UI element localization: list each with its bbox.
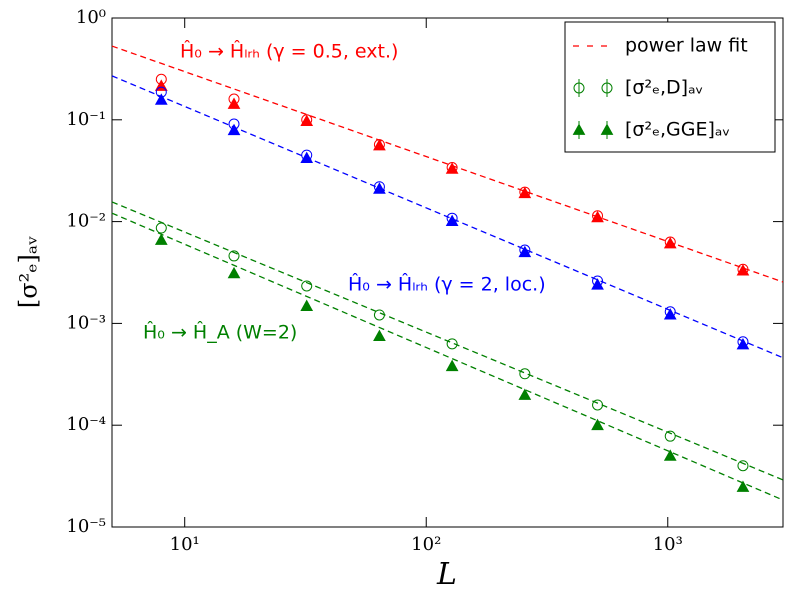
data-point [373, 182, 386, 194]
data-point [736, 264, 750, 276]
data-point [663, 308, 677, 320]
data-point [155, 222, 167, 234]
data-point [518, 388, 532, 400]
fit-line [111, 212, 784, 501]
plot-frame [111, 17, 784, 528]
x-axis-label: L [436, 557, 457, 592]
legend-label: [σ²ₑ,GGE]ₐᵥ [625, 119, 730, 141]
data-point [445, 359, 459, 372]
y-tick-label: 10⁰ [76, 7, 106, 28]
legend-swatch [572, 123, 586, 135]
data-point [737, 460, 749, 472]
legend-label: power law fit [625, 35, 748, 57]
legend-swatch [600, 123, 614, 135]
y-tick-label: 10⁻⁵ [66, 516, 106, 537]
data-point [300, 114, 314, 127]
legend-swatch [601, 82, 613, 94]
data-point [445, 214, 459, 227]
data-point [300, 299, 314, 311]
data-point [663, 449, 677, 461]
data-point [591, 210, 604, 223]
x-tick-label: 10² [411, 534, 441, 555]
annotation: Ĥ₀ → Ĥₗᵣₕ (γ = 2, loc.) [348, 273, 546, 296]
data-point [227, 123, 241, 136]
data-point [228, 250, 240, 262]
data-point [373, 309, 385, 321]
data-point [445, 162, 459, 174]
x-tick-label: 10¹ [170, 534, 200, 555]
y-tick-label: 10⁻² [66, 211, 106, 232]
data-point [518, 186, 532, 199]
y-axis-label: [σ²ₑ]ₐᵥ [15, 236, 43, 308]
data-point [591, 278, 604, 290]
data-point [736, 338, 750, 350]
y-tick-label: 10⁻⁴ [66, 414, 106, 435]
legend-box [564, 21, 776, 153]
data-point [227, 266, 241, 279]
data-point [664, 430, 676, 442]
data-point [373, 329, 386, 342]
data-point [227, 97, 241, 109]
y-tick-label: 10⁻¹ [66, 109, 106, 130]
legend-swatch [573, 82, 585, 94]
data-point [592, 399, 604, 411]
data-point [154, 233, 168, 245]
annotation: Ĥ₀ → Ĥₗᵣₕ (γ = 0.5, ext.) [180, 40, 398, 63]
data-point [591, 418, 604, 431]
data-point [446, 338, 458, 350]
data-point [300, 151, 314, 164]
data-point [301, 280, 313, 292]
data-point [518, 245, 532, 258]
data-point [663, 236, 677, 249]
data-point [736, 480, 750, 492]
data-point [373, 138, 386, 151]
data-point [519, 368, 531, 380]
annotation: Ĥ₀ → Ĥ_A (W=2) [143, 321, 297, 344]
legend-label: [σ²ₑ,D]ₐᵥ [625, 77, 703, 99]
data-point [154, 93, 168, 105]
x-tick-label: 10³ [653, 534, 683, 555]
y-tick-label: 10⁻³ [66, 312, 106, 333]
